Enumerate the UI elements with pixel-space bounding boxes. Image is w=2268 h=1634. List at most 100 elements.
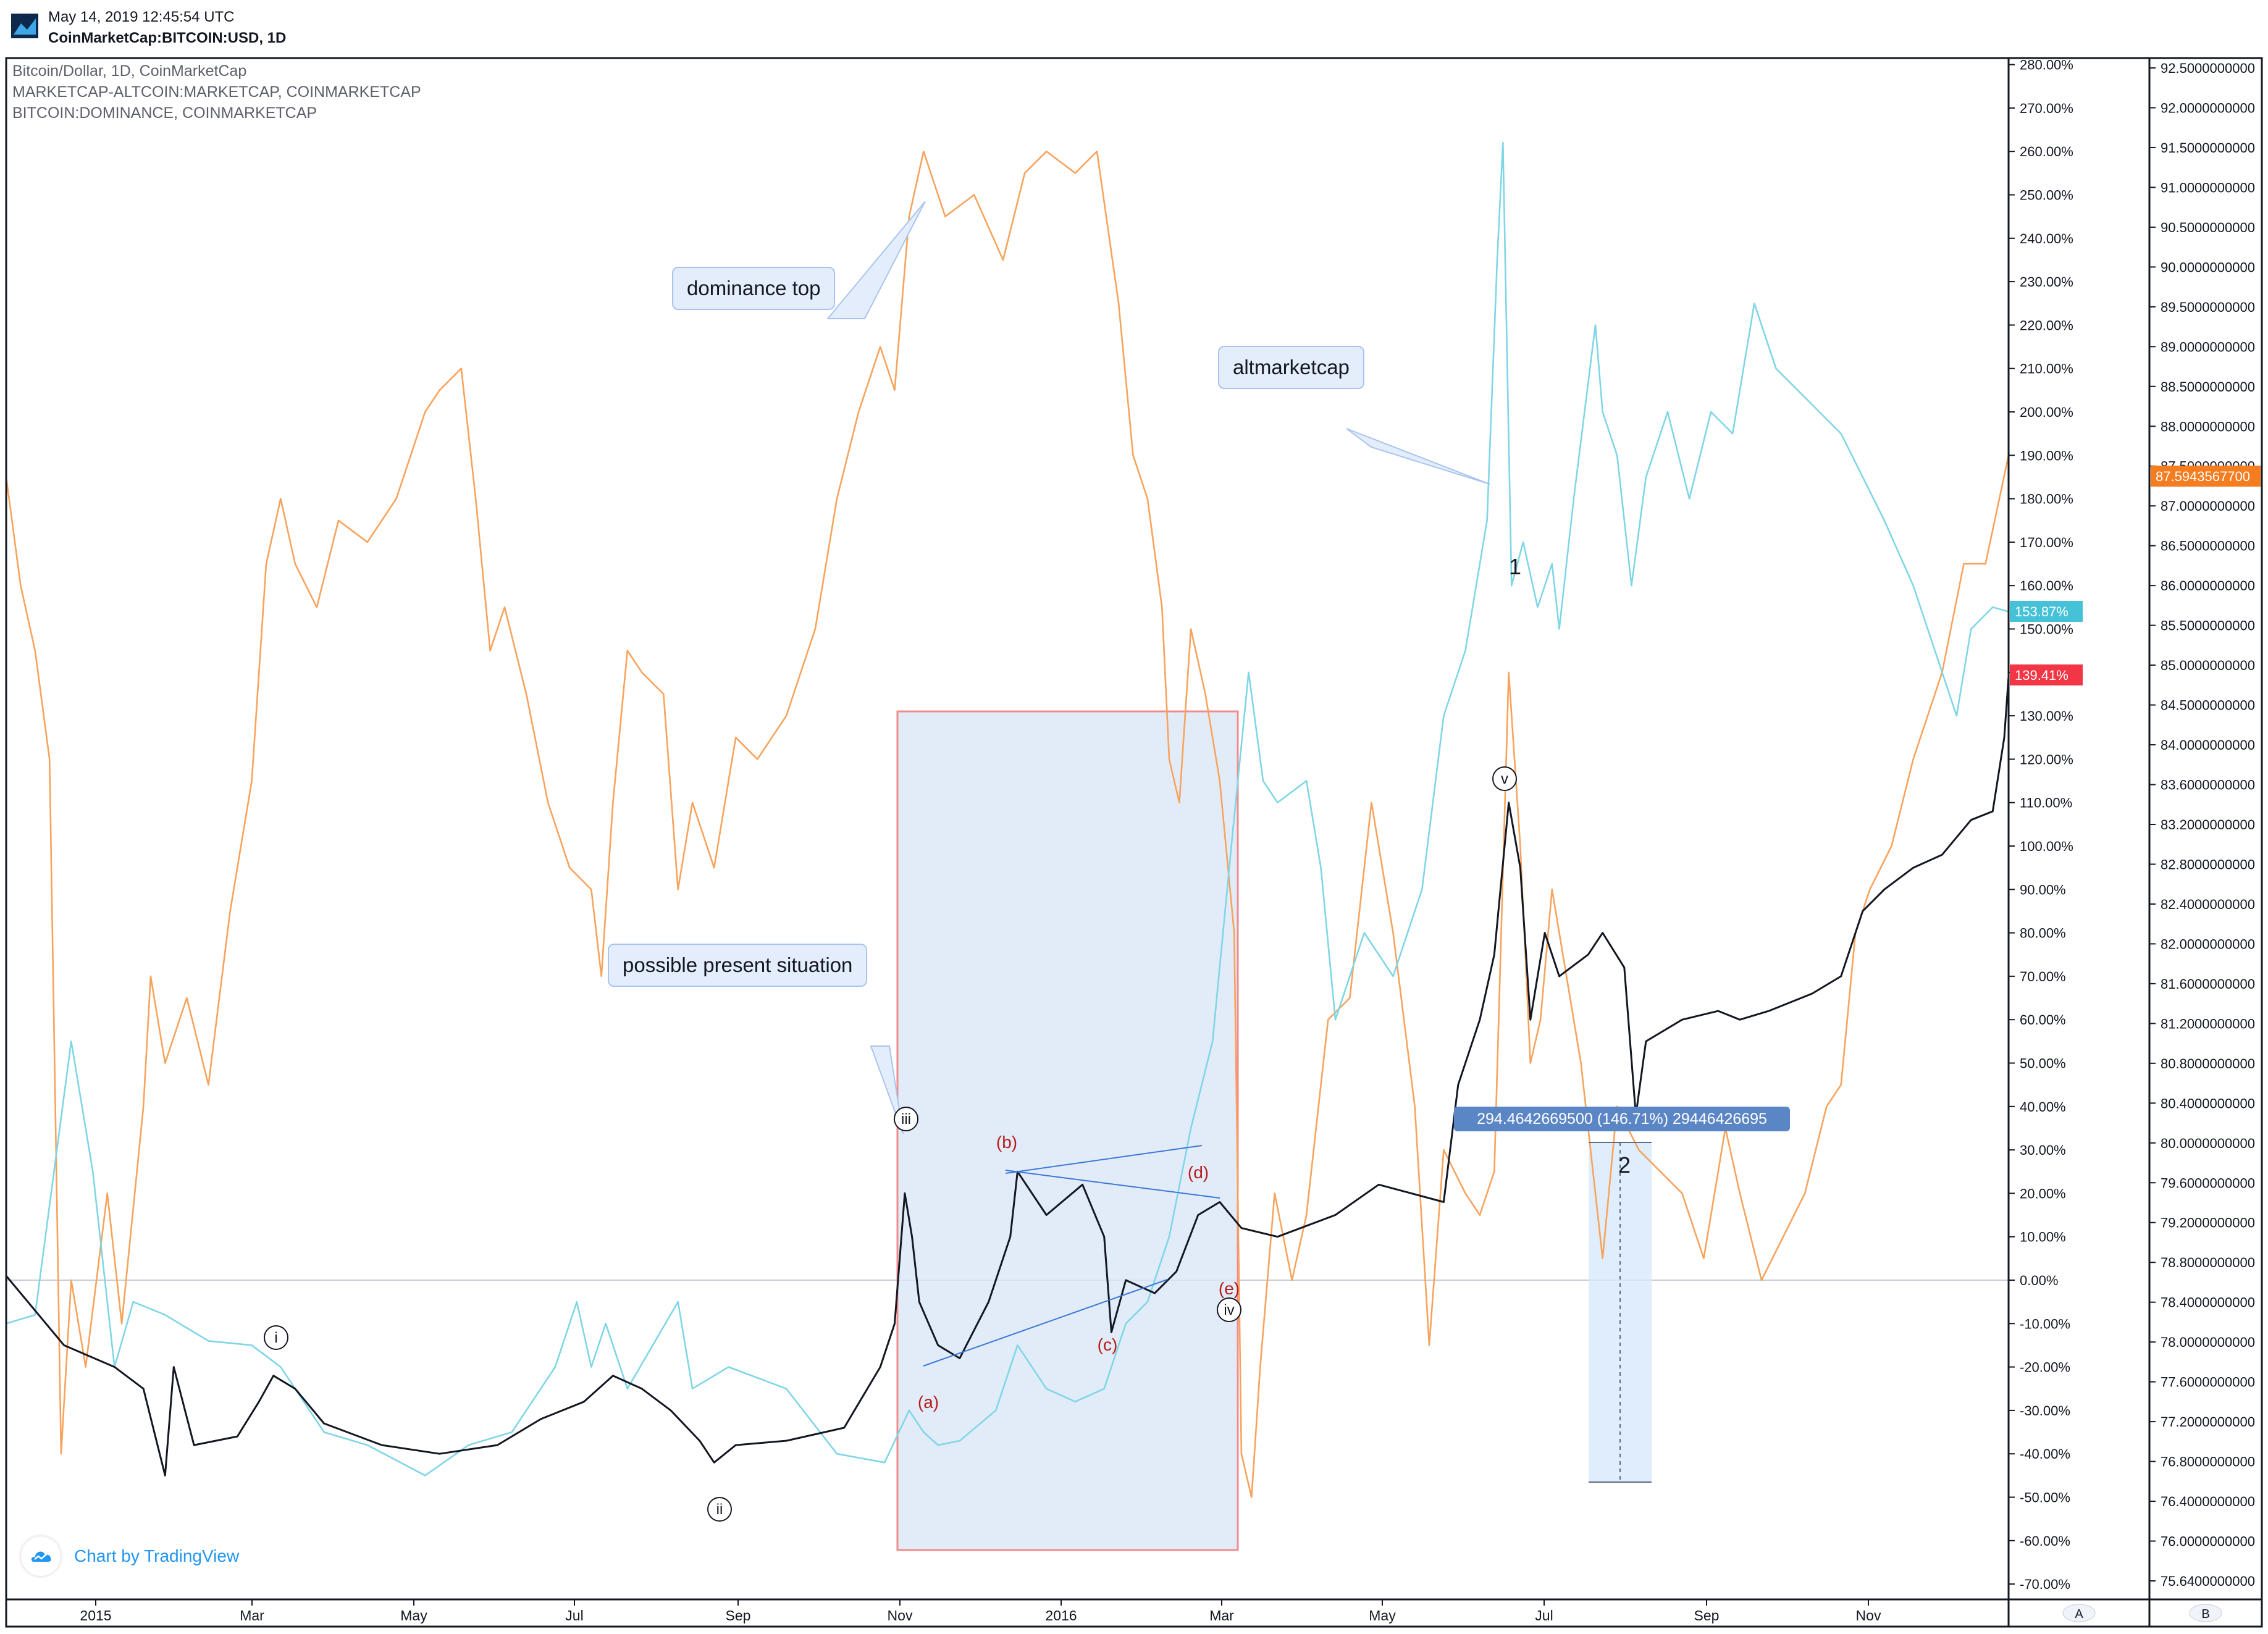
y-right-tick-label: 82.8000000000 [2161,857,2255,872]
badge-price-bg [2010,664,2083,685]
y-right-tick-label: 78.8000000000 [2161,1255,2255,1270]
price-badges: 153.87% 139.41% 87.5943567700 [2010,466,2261,685]
y-right-tick-label: 91.5000000000 [2161,140,2255,156]
y-right-tick-label: 78.4000000000 [2161,1295,2255,1310]
wave-label: i [274,1330,277,1346]
wave-circle-i [264,1325,288,1350]
highlight-box [896,710,1239,1551]
y-right-tick-label: 88.0000000000 [2161,419,2255,434]
y-right-tick-label: 80.4000000000 [2161,1096,2255,1111]
x-tick-label: Mar [1209,1607,1234,1624]
callout-altmarketcap[interactable]: altmarketcap [1218,346,1364,389]
y-right-tick-label: 84.5000000000 [2161,698,2255,713]
y-left-tick-label: 110.00% [2020,795,2072,811]
y-left-tick-label: 60.00% [2020,1012,2066,1028]
pointer-altmarketcap [1346,428,1490,485]
callout-possible-present[interactable]: possible present situation [608,944,868,987]
y-left-tick-label: 180.00% [2020,492,2073,507]
y-left-tick-label: 90.00% [2020,882,2066,897]
legend-price: Bitcoin/Dollar, 1D, CoinMarketCap [12,62,247,80]
y-left-tick-label: 280.00% [2020,57,2073,73]
lower-trendline [1005,1145,1203,1174]
y-left-tick-label: 40.00% [2020,1099,2066,1115]
y-right-tick-label: 91.0000000000 [2161,180,2255,195]
cloud-icon [21,1536,61,1576]
credit-text: Chart by TradingView [74,1546,240,1565]
y-left-tick-label: 160.00% [2020,578,2073,593]
x-tick-label: Sep [726,1607,751,1624]
measure-box [1589,1142,1652,1482]
y-left-tick-label: 220.00% [2020,317,2073,333]
y-left-tick-label: -20.00% [2020,1360,2070,1375]
triangle-trendlines [923,1145,1220,1367]
y-right-tick-label: 86.5000000000 [2161,538,2255,554]
y-right-tick-label: 82.4000000000 [2161,897,2255,912]
axis-button-b [2189,1604,2222,1622]
y-right-tick-label: 79.2000000000 [2161,1215,2255,1231]
x-tick-label: 2016 [1045,1607,1077,1624]
y-right-tick-label: 90.5000000000 [2161,220,2255,235]
y-left-tick-label: 230.00% [2020,274,2073,290]
y-right-tick-label: 89.0000000000 [2161,339,2255,354]
badge-altcoin-bg [2010,601,2083,622]
y-right-tick-label: 81.6000000000 [2161,976,2255,992]
y-right-tick-label: 79.6000000000 [2161,1175,2255,1191]
wave-label: iv [1224,1302,1234,1318]
y-left-tick-label: 260.00% [2020,144,2073,159]
axes: 280.00% 270.00% 260.00% 250.00% 240.00% 230.0… [5,57,2263,1628]
y-left-tick-label: 170.00% [2020,535,2073,550]
x-tick-label: 2015 [80,1607,111,1624]
y-left-tick-label: -50.00% [2020,1490,2070,1506]
y-left-tick-label: 240.00% [2020,231,2073,246]
series-line-0 [5,676,2010,1477]
x-tick-label: Nov [1856,1607,1881,1624]
y-left-tick-label: 250.00% [2020,188,2073,203]
y-right-tick-label: 92.5000000000 [2161,61,2255,76]
badge-dominance-bg [2151,466,2261,487]
y-left-tick-label: 150.00% [2020,622,2073,637]
wave-circle-ii [707,1497,732,1522]
y-right-tick-label: 90.0000000000 [2161,259,2255,275]
y-left-tick-label: 100.00% [2020,839,2073,854]
y-left-tick-label: 210.00% [2020,361,2073,377]
measure-label-bg [1454,1107,1790,1131]
axis-button-label: A [2075,1607,2083,1621]
x-tick-label: Jul [565,1607,583,1624]
wave-circle-iii [894,1107,918,1131]
wave-label-corrective: (e) [1219,1279,1240,1298]
y-right-tick-label: 87.0000000000 [2161,498,2255,514]
x-tick-label: May [400,1607,427,1624]
x-tick-label: Mar [240,1607,264,1624]
axis-button-label: B [2201,1607,2209,1621]
badge-dominance-text: 87.5943567700 [2156,469,2250,484]
y-left-tick-label: -30.00% [2020,1403,2070,1418]
y-right-tick-label: 92.0000000000 [2161,100,2255,115]
callout-dominance-top[interactable]: dominance top [672,267,836,310]
y-right-tick-label: 81.2000000000 [2161,1016,2255,1031]
wave-label: v [1501,771,1508,787]
measure-readout: 294.4642669500 (146.71%) 29446426695 [1454,1107,1790,1483]
y-left-tick-label: 0.00% [2020,1273,2058,1288]
top-bar: May 14, 2019 12:45:54 UTC CoinMarketCap:… [0,0,2268,53]
x-tick-label: May [1369,1607,1396,1624]
legend-dominance: BITCOIN:DOMINANCE, COINMARKETCAP [12,104,317,122]
pointer-dominance-top [826,201,926,319]
y-right-tick-label: 83.2000000000 [2161,817,2255,832]
wave-label-major: 1 [1509,554,1521,579]
wave-label-corrective: (c) [1098,1335,1118,1354]
y-left-tick-label: -10.00% [2020,1316,2070,1331]
y-left-tick-label: 270.00% [2020,101,2073,116]
y-right-tick-label: 89.5000000000 [2161,300,2255,315]
y-right-tick-label: 76.4000000000 [2161,1494,2255,1509]
y-left-tick-label: -60.00% [2020,1533,2070,1549]
y-left-tick-label: 190.00% [2020,448,2073,463]
badge-price-text: 139.41% [2015,668,2068,683]
measure-label-text: 294.4642669500 (146.71%) 29446426695 [1477,1110,1767,1128]
tradingview-credit[interactable]: Chart by TradingView [21,1536,239,1576]
symbol-title: CoinMarketCap:BITCOIN:USD, 1D [48,30,287,46]
y-left-tick-label: 50.00% [2020,1056,2066,1071]
y-left-tick-label: 20.00% [2020,1186,2066,1201]
timestamp: May 14, 2019 12:45:54 UTC [48,9,235,25]
